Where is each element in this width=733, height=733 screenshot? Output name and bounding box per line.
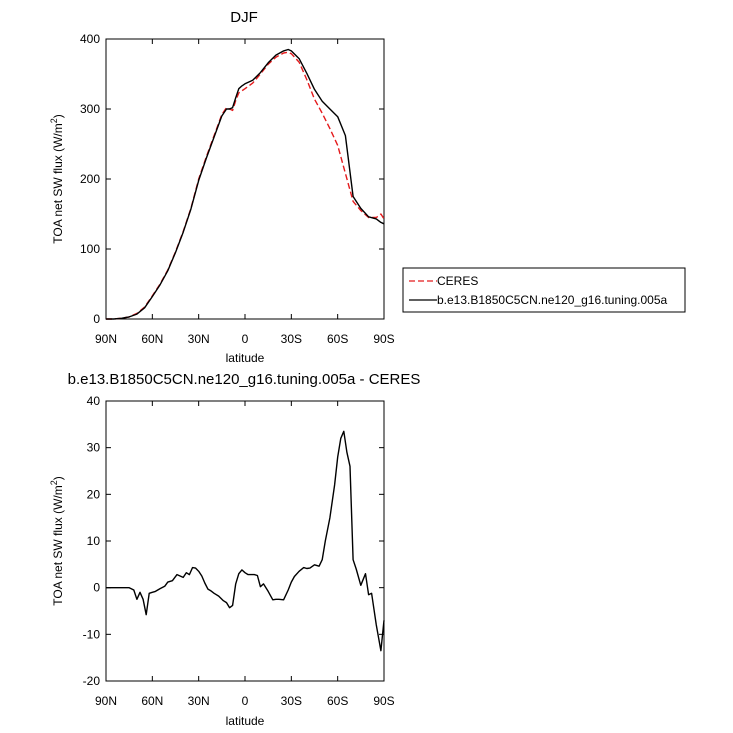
- bottom-xtick-label: 60S: [327, 694, 348, 708]
- top-y-axis-label-main: TOA net SW flux (W/m: [51, 123, 65, 243]
- top-y-axis: 0 100 200 300 400: [80, 32, 384, 326]
- top-xtick-label: 60N: [141, 332, 163, 346]
- bottom-x-axis: 90N 60N 30N 0 30S 60S 90S: [95, 401, 395, 708]
- top-plot-frame: [105, 38, 385, 320]
- top-chart-title: DJF: [230, 9, 258, 26]
- legend-label-model: b.e13.B1850C5CN.ne120_g16.tuning.005a: [437, 293, 668, 307]
- bottom-ytick-label: 30: [87, 441, 101, 455]
- top-xtick-label: 90N: [95, 332, 117, 346]
- legend-box: [402, 267, 686, 313]
- top-x-axis-label: latitude: [226, 351, 265, 365]
- top-ytick-label: 0: [93, 312, 100, 326]
- top-xtick-label: 0: [242, 332, 249, 346]
- bottom-y-axis: -20 -10 0 10 20 30 40: [83, 394, 384, 688]
- top-ytick-label: 400: [80, 32, 100, 46]
- top-xtick-label: 60S: [327, 332, 348, 346]
- bottom-series-line-0: [106, 430, 385, 652]
- bottom-panel: b.e13.B1850C5CN.ne120_g16.tuning.005a - …: [49, 371, 420, 728]
- bottom-ytick-label: -10: [83, 627, 101, 641]
- bottom-y-axis-label-sup: 2: [49, 480, 59, 485]
- bottom-ytick-label: 20: [87, 487, 101, 501]
- bottom-y-axis-label-main: TOA net SW flux (W/m: [51, 485, 65, 605]
- top-series-line-1: [106, 48, 385, 320]
- top-legend: CERES b.e13.B1850C5CN.ne120_g16.tuning.0…: [402, 267, 686, 313]
- bottom-xtick-label: 90N: [95, 694, 117, 708]
- top-panel: DJF 0 100 200 300 400 90N 60N 30N 0 30S 60S 90S la…: [49, 9, 686, 365]
- bottom-y-axis-label-end: ): [51, 476, 65, 480]
- bottom-chart-title: b.e13.B1850C5CN.ne120_g16.tuning.005a - …: [68, 371, 421, 388]
- top-xtick-label: 90S: [373, 332, 394, 346]
- bottom-xtick-label: 30N: [188, 694, 210, 708]
- bottom-ytick-label: 0: [93, 581, 100, 595]
- bottom-ytick-label: 10: [87, 534, 101, 548]
- bottom-xtick-label: 60N: [141, 694, 163, 708]
- bottom-xtick-label: 0: [242, 694, 249, 708]
- top-ytick-label: 200: [80, 172, 100, 186]
- bottom-xtick-label: 90S: [373, 694, 394, 708]
- bottom-y-axis-label: TOA net SW flux (W/m2): [49, 476, 65, 605]
- top-ytick-label: 300: [80, 102, 100, 116]
- top-x-axis: 90N 60N 30N 0 30S 60S 90S: [95, 39, 395, 346]
- bottom-series-lines: [106, 430, 385, 652]
- bottom-xtick-label: 30S: [281, 694, 302, 708]
- bottom-ytick-label: 40: [87, 394, 101, 408]
- top-y-axis-label-sup: 2: [49, 118, 59, 123]
- bottom-plot-frame: [105, 400, 385, 682]
- bottom-x-axis-label: latitude: [226, 714, 265, 728]
- legend-label-ceres: CERES: [437, 274, 478, 288]
- top-series-line-0: [106, 51, 385, 320]
- top-ytick-label: 100: [80, 242, 100, 256]
- top-series-lines: [106, 48, 385, 320]
- top-y-axis-label-end: ): [51, 114, 65, 118]
- top-y-axis-label: TOA net SW flux (W/m2): [49, 114, 65, 243]
- top-xtick-label: 30S: [281, 332, 302, 346]
- bottom-ytick-label: -20: [83, 674, 101, 688]
- top-xtick-label: 30N: [188, 332, 210, 346]
